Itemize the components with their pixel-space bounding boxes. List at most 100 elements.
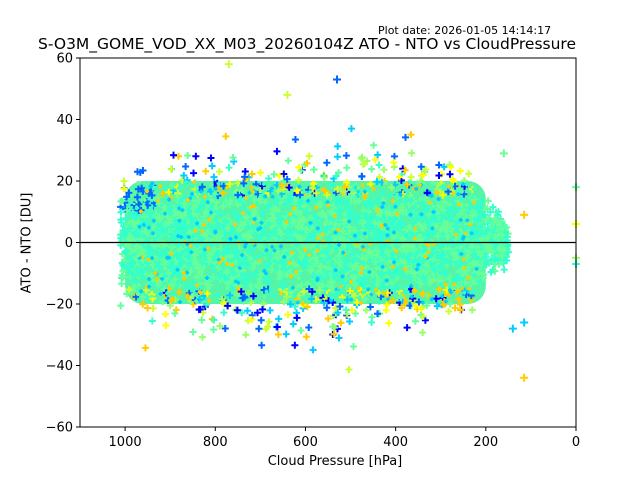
scatter-point: [223, 269, 228, 274]
scatter-point: [471, 187, 476, 192]
scatter-point: [212, 198, 220, 206]
scatter-point: [311, 220, 319, 228]
scatter-point: [350, 292, 358, 300]
scatter-point: [202, 289, 207, 294]
scatter-point: [399, 243, 407, 251]
scatter-point: [495, 221, 503, 229]
scatter-point: [310, 166, 318, 174]
scatter-point: [476, 213, 484, 221]
scatter-point: [468, 290, 473, 295]
scatter-point: [369, 292, 374, 297]
scatter-point: [373, 287, 378, 292]
scatter-point: [520, 373, 529, 382]
scatter-point: [352, 277, 357, 282]
scatter-point: [351, 198, 359, 206]
scatter-point: [277, 216, 285, 224]
scatter-point: [209, 182, 214, 187]
scatter-point: [412, 287, 417, 292]
scatter-point: [240, 253, 245, 258]
scatter-point: [336, 259, 344, 267]
scatter-point: [381, 290, 386, 295]
scatter-point: [283, 175, 291, 183]
scatter-point: [295, 300, 300, 305]
scatter-point: [296, 191, 304, 199]
scatter-point: [487, 257, 495, 265]
scatter-point: [226, 258, 231, 263]
scatter-point: [385, 319, 393, 327]
scatter-point: [202, 167, 210, 175]
scatter-point: [431, 209, 436, 214]
scatter-point: [164, 246, 169, 251]
scatter-point: [368, 198, 376, 206]
scatter-point: [366, 303, 374, 311]
scatter-point: [421, 316, 429, 324]
scatter-point: [362, 247, 367, 252]
scatter-point: [235, 268, 240, 273]
scatter-point: [195, 196, 203, 204]
scatter-point: [120, 231, 128, 239]
scatter-point: [258, 341, 266, 349]
scatter-point: [320, 283, 325, 288]
scatter-point: [236, 241, 241, 246]
scatter-point: [213, 291, 221, 299]
scatter-point: [475, 269, 483, 277]
scatter-point: [334, 153, 342, 161]
scatter-point: [447, 204, 455, 212]
scatter-point: [345, 365, 353, 373]
scatter-point: [283, 251, 288, 256]
scatter-point: [494, 256, 502, 264]
scatter-point: [336, 282, 341, 287]
scatter-point: [139, 247, 144, 252]
scatter-point: [193, 207, 201, 215]
scatter-point: [244, 289, 252, 297]
scatter-point: [380, 264, 385, 269]
scatter-point: [295, 163, 303, 171]
scatter-point: [146, 253, 151, 258]
scatter-point: [486, 208, 494, 216]
scatter-point: [425, 275, 433, 283]
scatter-point: [140, 266, 148, 274]
scatter-point: [306, 214, 314, 222]
scatter-point: [122, 214, 130, 222]
scatter-point: [237, 195, 245, 203]
scatter-point: [285, 190, 290, 195]
scatter-point: [360, 160, 368, 168]
scatter-point: [207, 154, 215, 162]
scatter-point: [189, 217, 197, 225]
scatter-point: [347, 125, 355, 133]
scatter-point: [371, 156, 379, 164]
scatter-point: [154, 281, 162, 289]
scatter-point: [492, 216, 500, 224]
scatter-point: [382, 306, 390, 314]
scatter-point: [340, 274, 345, 279]
scatter-point: [170, 235, 178, 243]
scatter-point: [193, 228, 198, 233]
scatter-point: [198, 316, 206, 324]
scatter-point: [182, 163, 190, 171]
scatter-point: [334, 206, 342, 214]
scatter-point: [191, 203, 199, 211]
scatter-point: [491, 233, 499, 241]
scatter-point: [291, 135, 299, 143]
scatter-point: [184, 152, 192, 160]
scatter-point: [158, 291, 163, 296]
scatter-point: [386, 297, 391, 302]
scatter-point: [120, 177, 128, 185]
scatter-point: [487, 268, 495, 276]
scatter-point: [216, 257, 221, 262]
scatter-point: [162, 310, 170, 318]
scatter-point: [419, 313, 427, 321]
scatter-point: [498, 252, 506, 260]
scatter-point: [430, 242, 435, 247]
scatter-point: [217, 223, 225, 231]
scatter-point: [436, 243, 444, 251]
scatter-point: [447, 163, 455, 171]
scatter-point: [356, 278, 361, 283]
scatter-point: [367, 209, 372, 214]
scatter-point: [391, 230, 396, 235]
scatter-point: [343, 217, 348, 222]
scatter-point: [281, 265, 289, 273]
scatter-point: [401, 272, 409, 280]
scatter-point: [199, 200, 207, 208]
scatter-point: [450, 178, 458, 186]
